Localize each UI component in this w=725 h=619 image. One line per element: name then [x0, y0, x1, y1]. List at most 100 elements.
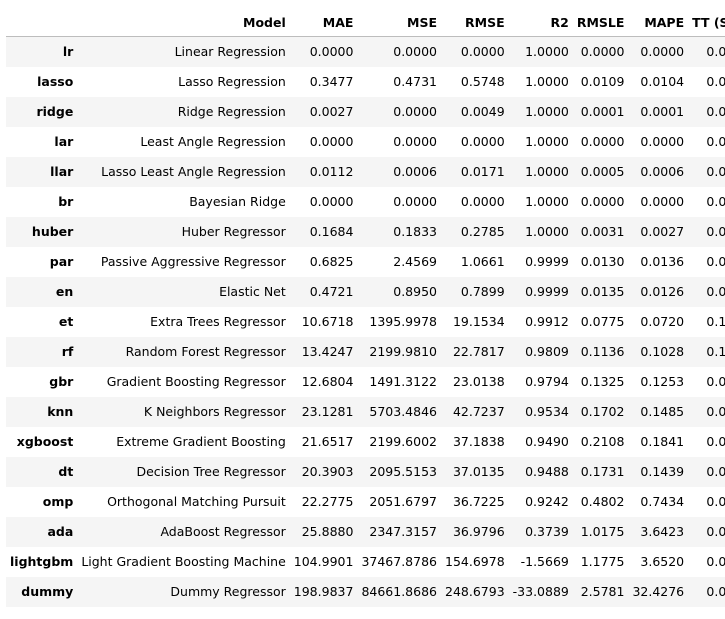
- mape-value: 0.0000: [640, 44, 685, 60]
- mse-value: 0.8950: [393, 284, 437, 299]
- mape-value: 0.0000: [640, 134, 685, 149]
- rmsle-value: 0.0775: [580, 314, 625, 329]
- mae-value: 0.3477: [309, 74, 354, 89]
- r2-value: 0.3739: [525, 524, 569, 539]
- mae-value: 21.6517: [301, 434, 354, 449]
- tt-sec-value: 0.0350: [706, 584, 725, 599]
- tt-sec-value: 0.0580: [706, 434, 725, 449]
- rmsle-value: 0.0001: [580, 104, 625, 119]
- rmsle-value: 1.1775: [580, 554, 625, 569]
- row-index: lightgbm: [10, 554, 74, 569]
- rmsle-value: 0.0130: [580, 254, 625, 269]
- row-index: dummy: [21, 584, 74, 599]
- rmse-value: 0.5748: [460, 74, 505, 89]
- mse-value: 2.4569: [393, 254, 437, 269]
- r2-value: 0.9490: [525, 434, 569, 449]
- rmsle-value: 1.0175: [580, 524, 625, 539]
- model-name: Elastic Net: [219, 284, 286, 299]
- r2-value: 0.9912: [525, 314, 569, 329]
- rmse-value: 0.7899: [460, 284, 505, 299]
- model-name: K Neighbors Regressor: [143, 404, 286, 419]
- model-name: Linear Regression: [174, 44, 286, 60]
- table-row: par Passive Aggressive Regressor 0.6825 2.4…: [6, 246, 725, 277]
- rmsle-value: 0.0000: [580, 44, 625, 60]
- tt-sec-value: 0.0420: [706, 104, 725, 119]
- r2-value: 0.9488: [525, 464, 569, 479]
- mse-value: 2095.5153: [369, 464, 437, 479]
- r2-value: 0.9999: [525, 254, 569, 269]
- mape-value: 0.1439: [640, 464, 685, 479]
- mse-value: 2051.6797: [369, 494, 437, 509]
- header-row: Model MAE MSE RMSE R2 RMSLE MAPE TT (Sec…: [6, 8, 725, 37]
- tt-sec-value: 0.0460: [706, 164, 725, 179]
- mse-value: 2347.3157: [369, 524, 437, 539]
- table-row: lr Linear Regression 0.0000 0.0000 0.0000 1.0…: [6, 36, 725, 67]
- mape-value: 0.1028: [640, 344, 685, 359]
- rmsle-value: 0.1702: [580, 404, 625, 419]
- mape-value: 0.0006: [640, 164, 685, 179]
- rmse-value: 154.6978: [445, 554, 505, 569]
- rmsle-value: 0.4802: [580, 494, 625, 509]
- mse-value: 0.0000: [393, 134, 437, 149]
- model-name: Orthogonal Matching Pursuit: [107, 494, 286, 509]
- header-mape: MAPE: [628, 8, 689, 37]
- rmse-value: 19.1534: [452, 314, 505, 329]
- header-rmse: RMSE: [441, 8, 509, 37]
- row-index: lr: [62, 44, 74, 60]
- model-name: Least Angle Regression: [140, 134, 286, 149]
- row-index: dt: [58, 464, 74, 479]
- model-name: Extreme Gradient Boosting: [116, 434, 286, 449]
- row-index: knn: [47, 404, 74, 419]
- mape-value: 0.0126: [640, 284, 685, 299]
- r2-value: 0.9794: [525, 374, 569, 389]
- model-name: Ridge Regression: [177, 104, 286, 119]
- row-index: omp: [42, 494, 74, 509]
- rmse-value: 0.2785: [460, 224, 505, 239]
- row-index: en: [55, 284, 74, 299]
- rmse-value: 1.0661: [460, 254, 505, 269]
- mape-value: 0.7434: [640, 494, 685, 509]
- mae-value: 20.3903: [301, 464, 354, 479]
- rmse-value: 42.7237: [452, 404, 505, 419]
- r2-value: 0.9534: [525, 404, 569, 419]
- table-row: en Elastic Net 0.4721 0.8950 0.7899 0.9999 0.0…: [6, 276, 725, 307]
- mae-value: 0.0000: [309, 134, 354, 149]
- model-name: Decision Tree Regressor: [136, 464, 286, 479]
- mae-value: 12.6804: [301, 374, 354, 389]
- mape-value: 3.6423: [640, 524, 685, 539]
- rmse-value: 37.0135: [452, 464, 505, 479]
- rmsle-value: 0.1325: [580, 374, 625, 389]
- header-index: [6, 8, 78, 37]
- table-row: ada AdaBoost Regressor 25.8880 2347.3157 36.…: [6, 516, 725, 547]
- rmse-value: 36.9796: [452, 524, 505, 539]
- rmsle-value: 0.0031: [580, 224, 625, 239]
- mae-value: 10.6718: [301, 314, 354, 329]
- model-name: Huber Regressor: [181, 224, 286, 239]
- mae-value: 0.4721: [309, 284, 354, 299]
- mae-value: 0.6825: [309, 254, 354, 269]
- rmse-value: 0.0049: [460, 104, 505, 119]
- mae-value: 0.0000: [309, 194, 354, 209]
- r2-value: -1.5669: [520, 554, 569, 569]
- row-index: lar: [54, 134, 74, 149]
- row-index: ada: [47, 524, 74, 539]
- table-row: lightgbm Light Gradient Boosting Machine 1…: [6, 546, 725, 577]
- mse-value: 1491.3122: [369, 374, 437, 389]
- mae-value: 198.9837: [293, 584, 354, 599]
- r2-value: 1.0000: [525, 104, 569, 119]
- model-name: AdaBoost Regressor: [160, 524, 286, 539]
- mae-value: 104.9901: [293, 554, 354, 569]
- table-row: omp Orthogonal Matching Pursuit 22.2775 205…: [6, 486, 725, 517]
- mape-value: 0.1485: [640, 404, 685, 419]
- rmse-value: 248.6793: [445, 584, 505, 599]
- header-r2: R2: [508, 8, 573, 37]
- rmse-value: 23.0138: [452, 374, 505, 389]
- rmse-value: 0.0171: [460, 164, 505, 179]
- r2-value: 1.0000: [525, 74, 569, 89]
- r2-value: 1.0000: [525, 164, 569, 179]
- mae-value: 0.0000: [309, 44, 354, 60]
- row-index: ridge: [36, 104, 74, 119]
- table-row: rf Random Forest Regressor 13.4247 2199.981…: [6, 336, 725, 367]
- table-row: dummy Dummy Regressor 198.9837 84661.8686 24…: [6, 576, 725, 607]
